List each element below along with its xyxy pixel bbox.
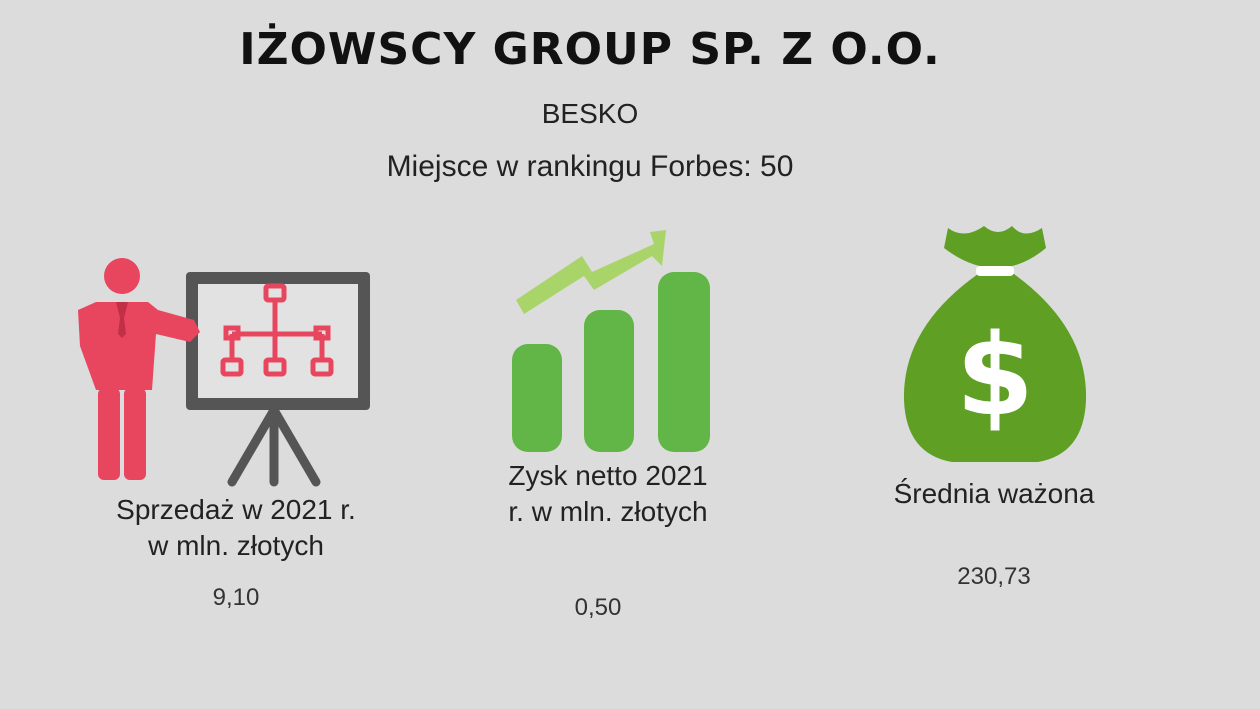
sales-label-line1: Sprzedaż w 2021 r. <box>116 494 356 525</box>
company-city: BESKO <box>541 98 639 129</box>
profit-label-line2: r. w mln. złotych <box>508 496 708 527</box>
profit-label: Zysk netto 2021 r. w mln. złotych <box>458 458 758 530</box>
company-title: IŻOWSCY GROUP SP. Z O.O. <box>239 24 941 75</box>
svg-text:$: $ <box>956 311 1034 441</box>
sales-label: Sprzedaż w 2021 r. w mln. złotych <box>86 492 386 564</box>
money-bag-icon: $ <box>903 226 1087 462</box>
weighted-average-label: Średnia ważona <box>844 476 1144 512</box>
weighted-average-value: 230,73 <box>957 563 1031 590</box>
forbes-ranking: Miejsce w rankingu Forbes: 50 <box>386 150 794 183</box>
profit-value: 0,50 <box>574 594 622 621</box>
sales-value: 9,10 <box>212 584 260 611</box>
presentation-icon <box>78 258 370 487</box>
sales-label-line2: w mln. złotych <box>148 530 324 561</box>
growth-chart-icon <box>512 230 710 452</box>
profit-label-line1: Zysk netto 2021 <box>508 460 708 491</box>
weighted-average-label-line1: Średnia ważona <box>893 478 1095 509</box>
